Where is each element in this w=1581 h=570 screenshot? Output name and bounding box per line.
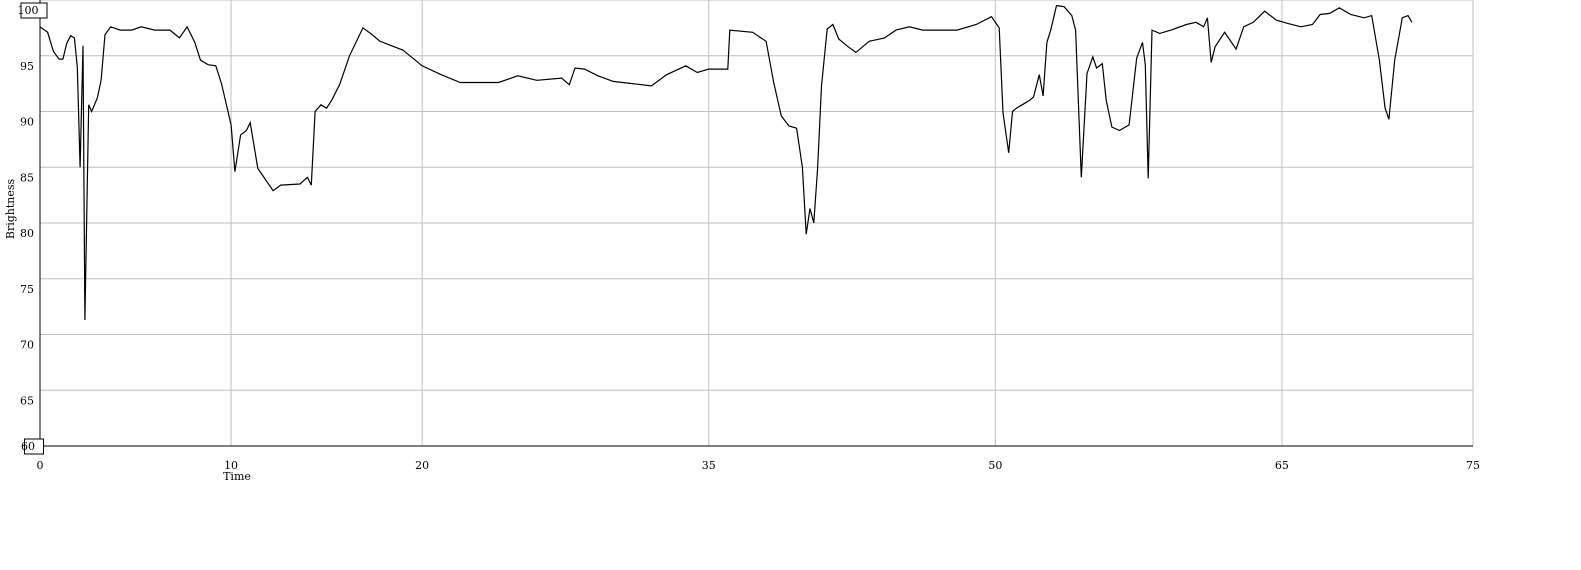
axes [39, 0, 1473, 447]
y-tick-labels: 60 65 70 75 80 85 90 95 100 [18, 2, 48, 455]
y-tick-label: 90 [20, 116, 34, 129]
y-tick-label: 85 [20, 171, 34, 184]
x-tick-label: 10 [224, 459, 238, 472]
x-tick-label: 50 [988, 459, 1002, 472]
series-layer [39, 4, 1413, 321]
y-tick-label: 95 [20, 60, 34, 73]
y-axis-title: Brightness [4, 179, 17, 240]
x-tick-label: 35 [702, 459, 716, 472]
x-tick-labels: 0 10 20 35 50 65 75 [37, 459, 1481, 472]
x-tick-label: 0 [37, 459, 44, 472]
x-tick-label: 20 [415, 459, 429, 472]
y-tick-box [20, 2, 48, 19]
x-tick-label: 75 [1466, 459, 1480, 472]
y-tick-label: 65 [20, 394, 34, 407]
y-tick-box [24, 438, 44, 455]
y-tick-label: 70 [20, 339, 34, 352]
x-axis-title: Time [223, 470, 251, 483]
y-tick-label: 100 [18, 4, 39, 17]
y-tick-label: 80 [20, 227, 34, 240]
x-tick-label: 65 [1275, 459, 1289, 472]
y-gridlines [40, 0, 1473, 447]
y-tick-label: 60 [21, 440, 35, 453]
series-line-0 [39, 4, 1413, 321]
y-tick-label: 75 [20, 283, 34, 296]
